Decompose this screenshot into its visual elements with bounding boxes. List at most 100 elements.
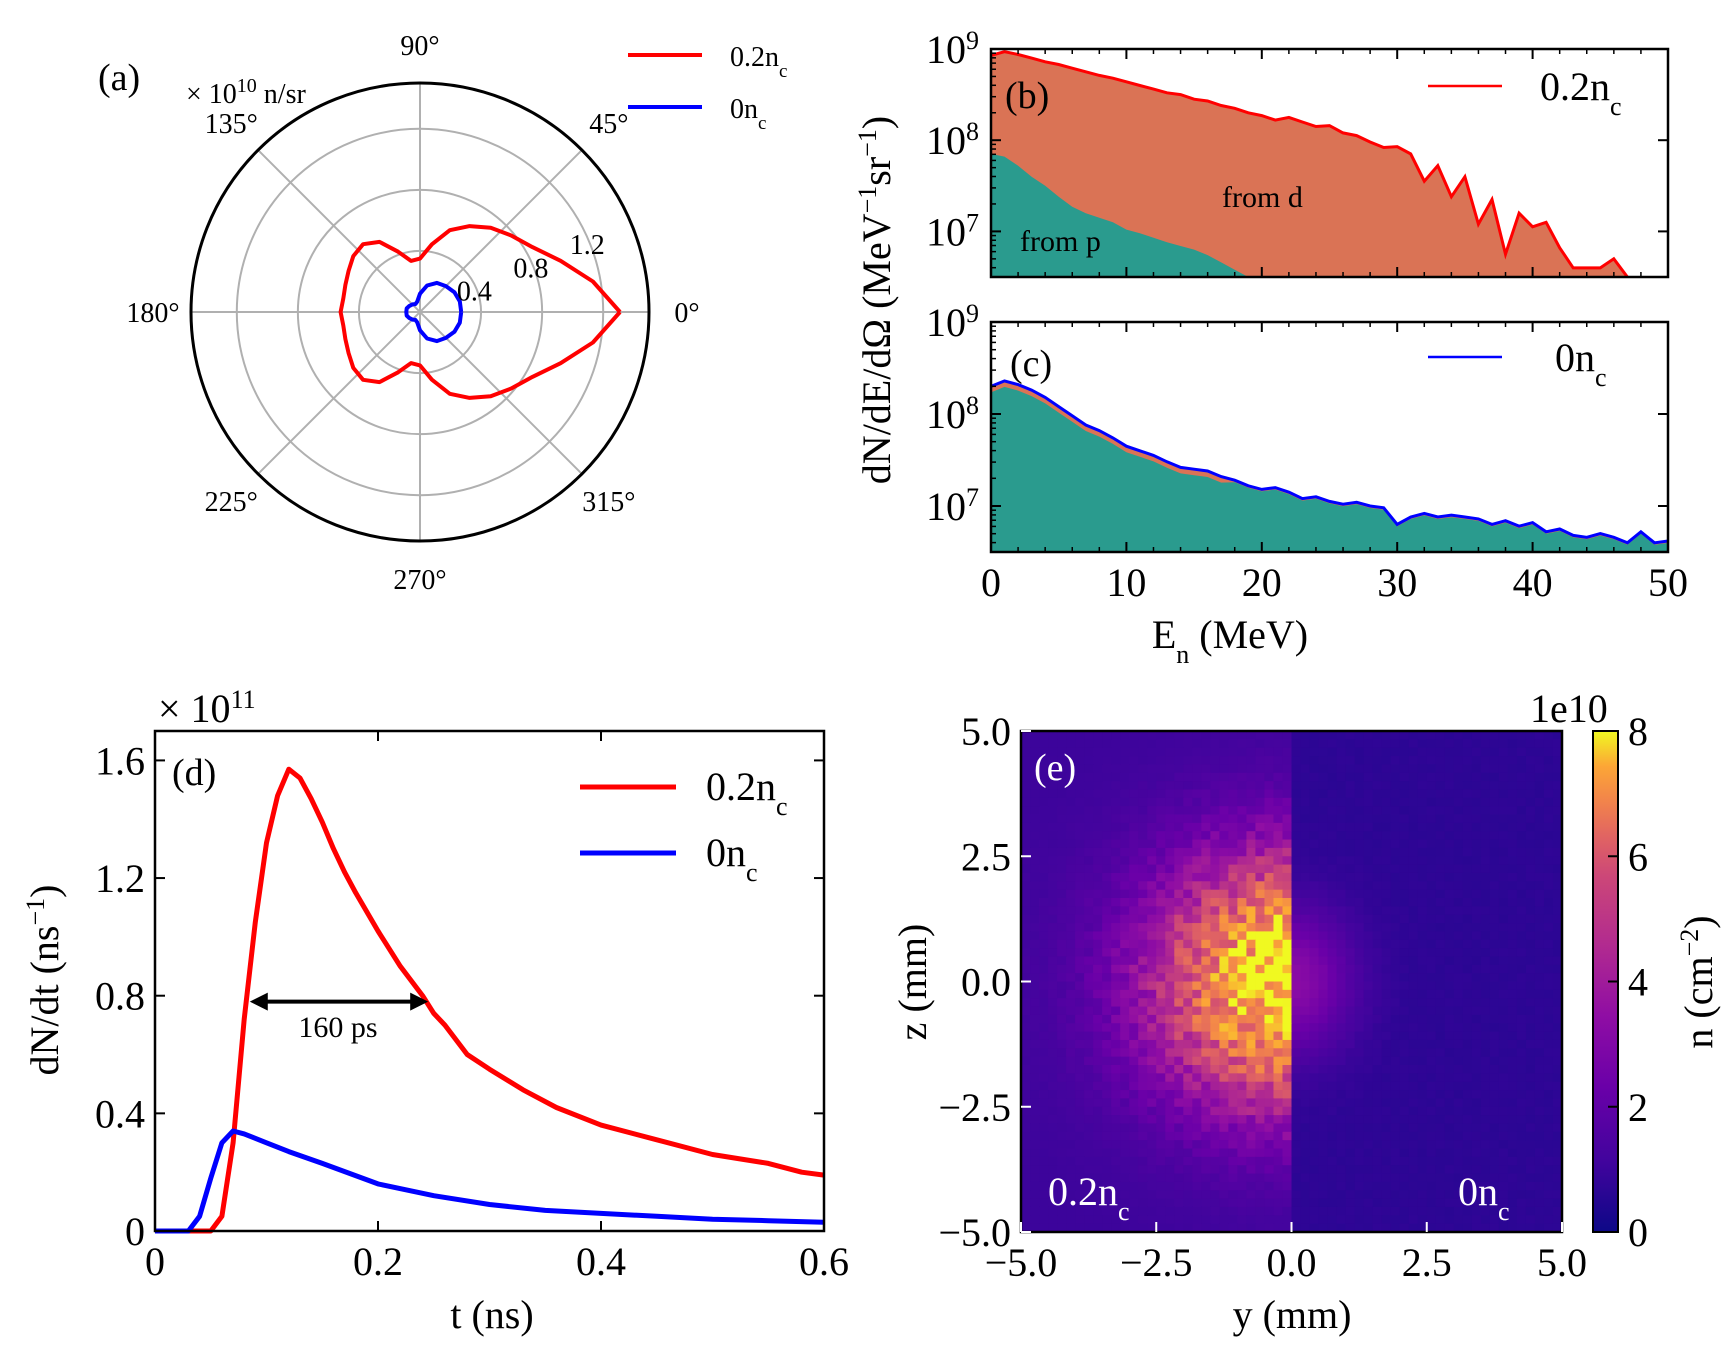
heatmap-cell — [1273, 1140, 1284, 1150]
heatmap-cell — [1129, 1023, 1139, 1033]
heatmap-cell — [1381, 831, 1392, 841]
heatmap-cell — [1291, 1006, 1302, 1016]
ytick-label-d-2: 0.8 — [95, 974, 145, 1019]
heatmap-cell — [1264, 806, 1275, 816]
ytick-label-e-0: −5.0 — [938, 1210, 1011, 1255]
heatmap-cell — [1066, 806, 1076, 816]
heatmap-cell — [1345, 831, 1356, 841]
heatmap-cell — [1426, 856, 1437, 866]
heatmap-cell — [1408, 898, 1419, 907]
heatmap-cell — [1201, 939, 1211, 949]
heatmap-cell — [1471, 1098, 1482, 1108]
heatmap-cell — [1102, 806, 1112, 816]
heatmap-cell — [1273, 772, 1284, 782]
heatmap-cell — [1174, 1031, 1184, 1041]
heatmap-cell — [1318, 1014, 1329, 1024]
heatmap-cell — [1507, 764, 1518, 774]
heatmap-cell — [1156, 831, 1166, 841]
heatmap-cell — [1543, 1081, 1554, 1091]
heatmap-cell — [1543, 1156, 1554, 1166]
heatmap-cell — [1237, 847, 1248, 857]
heatmap-cell — [1354, 1140, 1365, 1150]
heatmap-cell — [1498, 814, 1509, 824]
heatmap-cell — [1381, 1073, 1392, 1083]
heatmap-cell — [1147, 964, 1157, 974]
heatmap-cell — [1228, 1190, 1238, 1200]
heatmap-cell — [1291, 764, 1302, 774]
heatmap-cell — [1111, 989, 1121, 999]
heatmap-cell — [1417, 831, 1428, 841]
heatmap-cell — [1174, 914, 1184, 924]
heatmap-cell — [1237, 1123, 1248, 1133]
heatmap-cell — [1543, 931, 1554, 941]
heatmap-cell — [1390, 1073, 1401, 1083]
heatmap-cell — [1093, 1031, 1103, 1041]
heatmap-cell — [1129, 914, 1139, 924]
heatmap-cell — [1084, 789, 1094, 799]
heatmap-cell — [1093, 1098, 1103, 1108]
heatmap-cell — [1318, 864, 1329, 874]
heatmap-cell — [1444, 1173, 1455, 1183]
heatmap-cell — [1318, 1215, 1329, 1225]
heatmap-cell — [1435, 856, 1446, 866]
heatmap-cell — [1552, 1173, 1563, 1183]
heatmap-cell — [1138, 864, 1148, 874]
heatmap-cell — [1462, 1048, 1473, 1058]
heatmap-cell — [1237, 1006, 1248, 1016]
heatmap-cell — [1147, 864, 1157, 874]
heatmap-cell — [1237, 1098, 1248, 1108]
heatmap-cell — [1093, 1065, 1103, 1074]
heatmap-cell — [1156, 1190, 1166, 1200]
heatmap-cell — [1435, 739, 1446, 749]
heatmap-cell — [1327, 772, 1338, 782]
heatmap-cell — [1480, 973, 1491, 983]
heatmap-cell — [1030, 1223, 1040, 1233]
heatmap-cell — [1399, 1090, 1410, 1099]
heatmap-cell — [1174, 1073, 1184, 1083]
heatmap-cell — [1084, 1073, 1094, 1083]
heatmap-cell — [1039, 831, 1049, 841]
heatmap-cell — [1057, 1098, 1067, 1108]
heatmap-cell — [1507, 797, 1518, 807]
heatmap-cell — [1264, 764, 1275, 774]
heatmap-cell — [1156, 1140, 1166, 1150]
heatmap-cell — [1516, 964, 1527, 974]
heatmap-cell — [1102, 1115, 1112, 1125]
heatmap-cell — [1165, 1106, 1175, 1116]
heatmap-cell — [1273, 1206, 1284, 1216]
heatmap-cell — [1543, 1115, 1554, 1125]
heatmap-cell — [1273, 1090, 1284, 1099]
heatmap-cell — [1471, 789, 1482, 799]
heatmap-cell — [1381, 906, 1392, 916]
heatmap-cell — [1300, 1215, 1311, 1225]
heatmap-cell — [1336, 906, 1347, 916]
heatmap-cell — [1282, 839, 1293, 849]
heatmap-cell — [1291, 789, 1302, 799]
heatmap-cell — [1318, 731, 1329, 740]
heatmap-cell — [1093, 956, 1103, 966]
heatmap-cell — [1138, 1098, 1148, 1108]
heatmap-cell — [1300, 948, 1311, 958]
heatmap-cell — [1516, 1115, 1527, 1125]
heatmap-cell — [1336, 764, 1347, 774]
heatmap-cell — [1021, 756, 1031, 765]
heatmap-cell — [1156, 797, 1166, 807]
heatmap-cell — [1426, 1148, 1437, 1158]
heatmap-cell — [1021, 839, 1031, 849]
heatmap-cell — [1165, 747, 1175, 757]
heatmap-cell — [1192, 1131, 1202, 1141]
heatmap-cell — [1192, 931, 1202, 941]
heatmap-cell — [1228, 756, 1238, 765]
heatmap-cell — [1453, 731, 1464, 740]
heatmap-cell — [1543, 806, 1554, 816]
heatmap-cell — [1228, 981, 1238, 991]
heatmap-cell — [1156, 806, 1166, 816]
heatmap-cell — [1408, 789, 1419, 799]
heatmap-cell — [1111, 1198, 1121, 1208]
heatmap-cell — [1507, 872, 1518, 882]
heatmap-cell — [1048, 898, 1058, 907]
heatmap-cell — [1156, 1215, 1166, 1225]
heatmap-cell — [1480, 989, 1491, 999]
heatmap-cell — [1498, 1173, 1509, 1183]
heatmap-cell — [1264, 989, 1275, 999]
